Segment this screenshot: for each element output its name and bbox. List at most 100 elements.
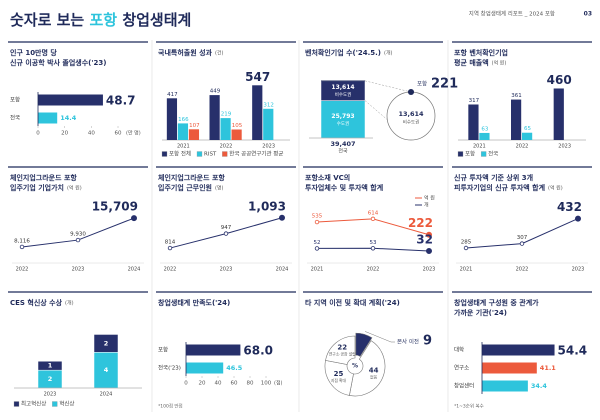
point [130,215,137,222]
bar [188,129,200,140]
legend-label: 한국 공공연구기관 평균 [229,150,283,158]
value-label: 449 [210,89,221,95]
category-label: 포항 [10,96,20,104]
bar [209,95,220,140]
legend-label: RIST [204,152,217,158]
x-tick-label: 2023 [220,267,233,273]
connector [364,80,412,93]
x-tick-label: 2022 [367,267,380,273]
slice-value: 25 [334,370,344,378]
category-label: 2023 [558,144,571,150]
bar-segment [93,334,119,353]
report-name: 지역 창업생태계 리포트 _ 2024 포항 [469,10,555,18]
legend-swatch [196,151,203,157]
panel-title: 신규 이공학 박사 졸업생수('23) [10,58,106,67]
slice-name: 없음 [370,374,377,379]
callout-total: 13,614 [398,110,424,118]
legend-label: 포항 전체 [169,150,191,158]
x-tick-label: 2023 [572,267,585,273]
note: *1~3순위 복수 [454,403,484,410]
value-label: 417 [167,92,178,98]
value-label: 312 [263,102,274,108]
panel-title: 피투자기업의 신규 투자액 합계 [454,183,545,192]
point [575,215,582,222]
legend-label: 최고혁신상 [21,400,46,408]
value-label: 52 [314,240,321,246]
value-label: 307 [517,235,528,241]
panel-title: 창업생태계 만족도('24) [158,298,230,307]
pie-slice [324,360,354,396]
axis-unit: (점) [274,380,283,387]
panel-title: 가까운 기관('24) [454,308,507,317]
point [425,231,432,238]
point [314,246,320,251]
bar [166,98,178,140]
category-label: 2022 [220,144,233,150]
value-label: 219 [221,112,232,118]
category-label: 대학 [454,346,464,354]
category-label: 창업센터 [454,382,474,390]
value-label: 814 [165,240,176,246]
bar [186,344,241,356]
panel-title: 포항소재 VC의 [305,173,350,182]
point [370,246,376,251]
legend-swatch [222,151,228,157]
panel-title: 타 지역 이전 및 확대 계획('24) [305,298,400,307]
category-label: 전국('23) [158,364,181,372]
value-label: 361 [511,93,522,99]
bar [38,94,103,106]
bar [553,88,564,140]
panel-title: 체인지업그라운드 포항 [10,173,77,182]
x-tick-label: 2022 [164,267,177,273]
point [314,219,320,225]
value-label: 4 [104,366,109,374]
value-label: 9,930 [70,232,86,238]
category-label: 전국 [338,148,348,155]
bar [252,85,263,140]
page-number: 03 [584,11,592,18]
point [19,244,25,250]
legend-label: 억 원 [424,195,435,202]
title-unit: (개) [384,50,393,57]
bar [177,123,189,140]
panel-title: 입주기업 근무인원 [158,183,212,192]
legend-swatch [52,401,58,407]
title-unit: (억 원) [67,185,82,192]
leader-line [364,331,395,343]
bar [231,129,242,140]
panel-title: 평균 매출액 [454,58,489,67]
bar-segment [320,100,366,139]
category-label: 2023 [262,144,275,150]
bar [38,112,58,124]
category-label: 2023 [44,392,57,398]
legend-swatch [161,151,168,157]
value-label: 460 [547,73,572,87]
value-label: 317 [469,98,480,104]
point [167,245,173,251]
value-label: 14.4 [60,114,77,122]
x-tick-label: 2021 [460,267,473,273]
bar [482,362,537,374]
legend-label: 개 [424,202,429,209]
value-label: 65 [524,126,531,132]
x-tick-label: 80 [247,381,254,387]
x-tick-label: 2024 [128,267,141,273]
point [223,231,229,236]
pie-slice [355,332,373,357]
category-label: 2024 [100,392,113,398]
value-label: 53 [370,240,377,246]
value-label: 46.5 [226,364,243,372]
panel-title: 체인지업그라운드 포항 [158,173,225,182]
x-tick-label: 60 [115,131,122,137]
title-unit: (개) [65,300,74,307]
panel-title: 신규 투자액 기준 상위 3개 [454,173,533,182]
value-label: 432 [557,200,582,214]
callout-value: 221 [431,77,458,92]
center-label: % [352,363,358,370]
value-label: 25,793 [331,113,354,120]
title-unit: (억 원) [548,185,563,192]
x-tick-label: 2022 [516,267,529,273]
value-label: 68.0 [243,344,273,358]
x-tick-label: 40 [215,381,222,387]
